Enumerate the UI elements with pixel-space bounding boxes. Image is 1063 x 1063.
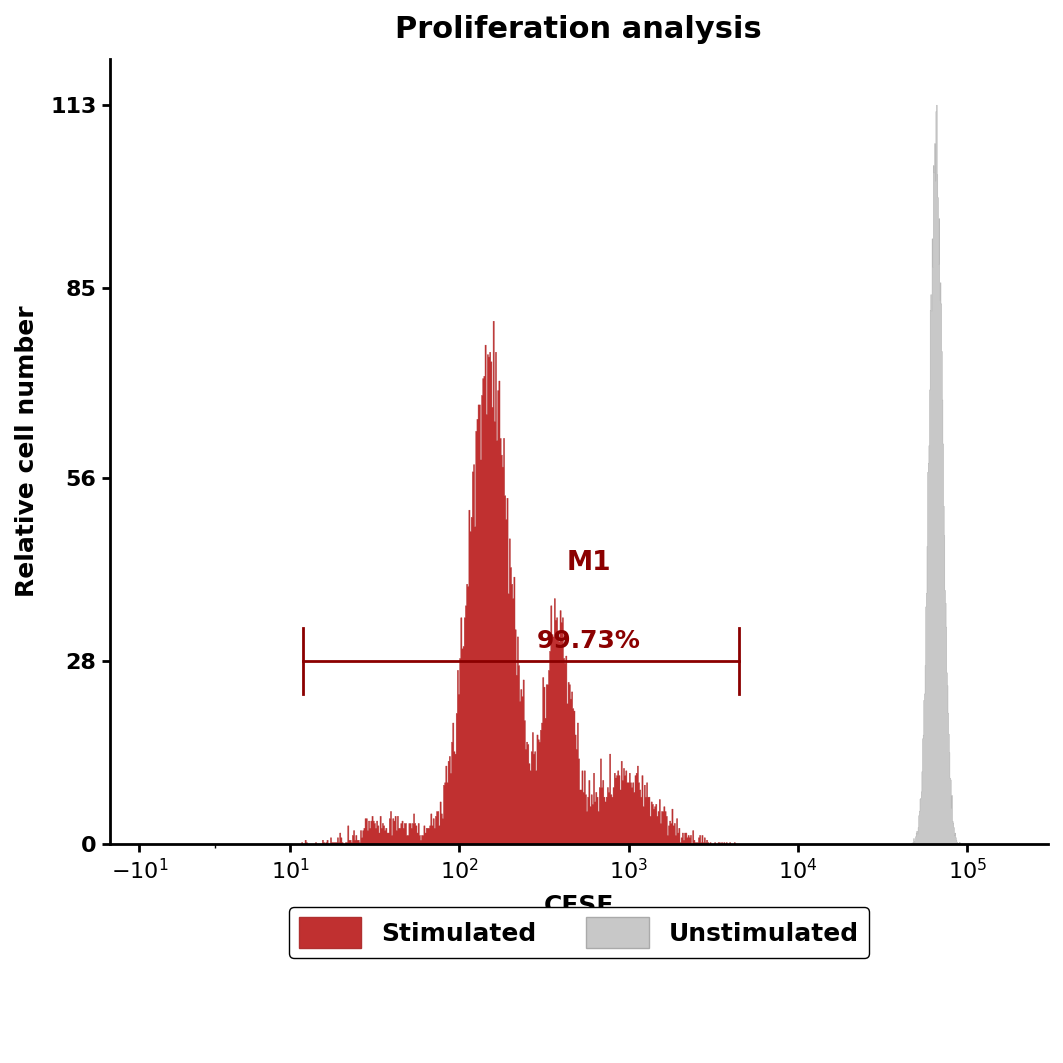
X-axis label: CFSE: CFSE xyxy=(543,894,614,918)
Text: M1: M1 xyxy=(567,550,611,575)
Title: Proliferation analysis: Proliferation analysis xyxy=(395,15,762,44)
Y-axis label: Relative cell number: Relative cell number xyxy=(15,306,39,597)
Legend: Stimulated, Unstimulated: Stimulated, Unstimulated xyxy=(289,907,870,958)
Text: 99.73%: 99.73% xyxy=(537,629,641,653)
